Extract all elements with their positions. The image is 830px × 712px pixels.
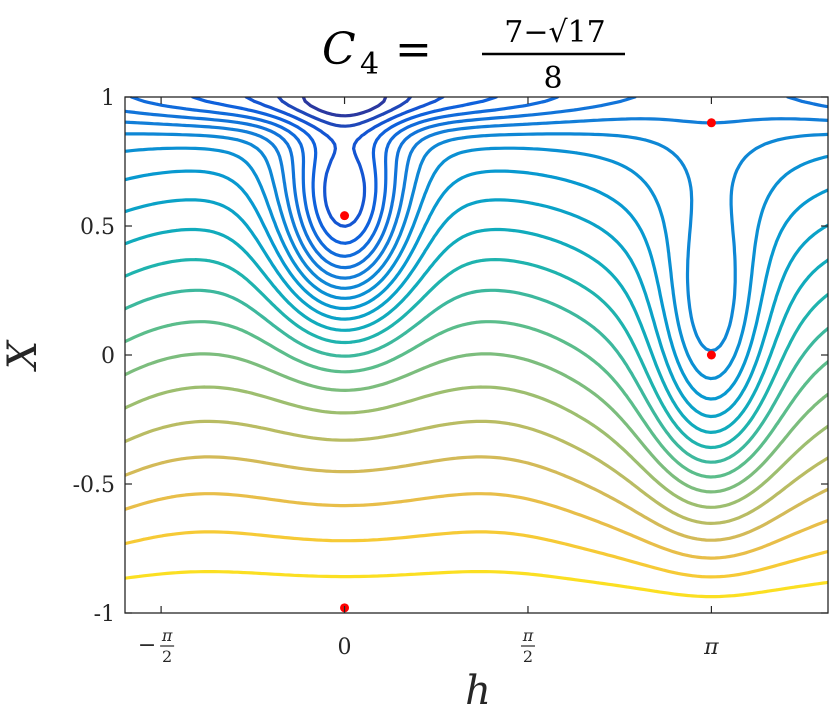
contour-line: [125, 132, 828, 353]
contour-line: [125, 455, 828, 542]
svg-text:π: π: [522, 626, 534, 645]
chart-title: C 4 = 7−√17 8: [322, 15, 625, 96]
contour-line: [125, 419, 828, 525]
contour-line: [125, 570, 828, 599]
contour-line: [125, 385, 828, 509]
y-tick-label: -0.5: [73, 473, 115, 498]
title-equals: =: [395, 24, 432, 75]
contour-line: [301, 97, 388, 118]
contour-line: [125, 198, 828, 419]
contour-line: [125, 117, 828, 280]
y-axis-ticks: 1 0.5 0 -0.5 -1: [73, 86, 828, 627]
svg-text:π: π: [703, 635, 719, 660]
y-axis-label: X: [0, 339, 46, 372]
contour-line: [125, 258, 828, 450]
fixed-point-marker: [706, 350, 716, 360]
contour-line: [125, 97, 828, 270]
y-tick-label: 0.5: [80, 215, 115, 240]
x-axis-ticks: − π2 0 π2 π: [138, 97, 719, 666]
contour-lines: [125, 97, 828, 599]
contour-line: [244, 97, 445, 228]
contour-line: [129, 97, 560, 258]
title-lhs: C: [322, 24, 356, 75]
contour-line: [125, 146, 828, 381]
fixed-point-marker: [706, 118, 716, 128]
contour-line: [125, 492, 828, 560]
x-tick-label: − π 2: [138, 626, 175, 666]
title-denominator: 8: [543, 61, 562, 96]
svg-text:2: 2: [523, 647, 533, 666]
x-axis-label: h: [465, 668, 491, 712]
contour-line: [125, 530, 828, 579]
contour-line: [125, 320, 828, 479]
svg-text:2: 2: [162, 647, 172, 666]
svg-text:π: π: [161, 626, 173, 645]
x-tick-label: π2: [520, 626, 535, 666]
y-tick-label: 1: [101, 86, 115, 111]
contour-line: [191, 97, 498, 245]
x-tick-label: 0: [338, 635, 352, 660]
x-tick-label: π: [703, 635, 719, 660]
fixed-point-marker: [340, 211, 350, 221]
contour-line: [125, 352, 828, 494]
title-numerator: 7−√17: [504, 15, 606, 50]
contour-line: [125, 169, 828, 401]
svg-text:0: 0: [338, 635, 352, 660]
contour-line: [277, 97, 413, 128]
contour-line: [125, 227, 828, 434]
svg-text:−: −: [138, 633, 156, 658]
title-subscript: 4: [360, 47, 379, 82]
y-tick-label: -1: [94, 602, 115, 627]
y-tick-label: 0: [101, 344, 115, 369]
contour-line: [125, 288, 828, 464]
